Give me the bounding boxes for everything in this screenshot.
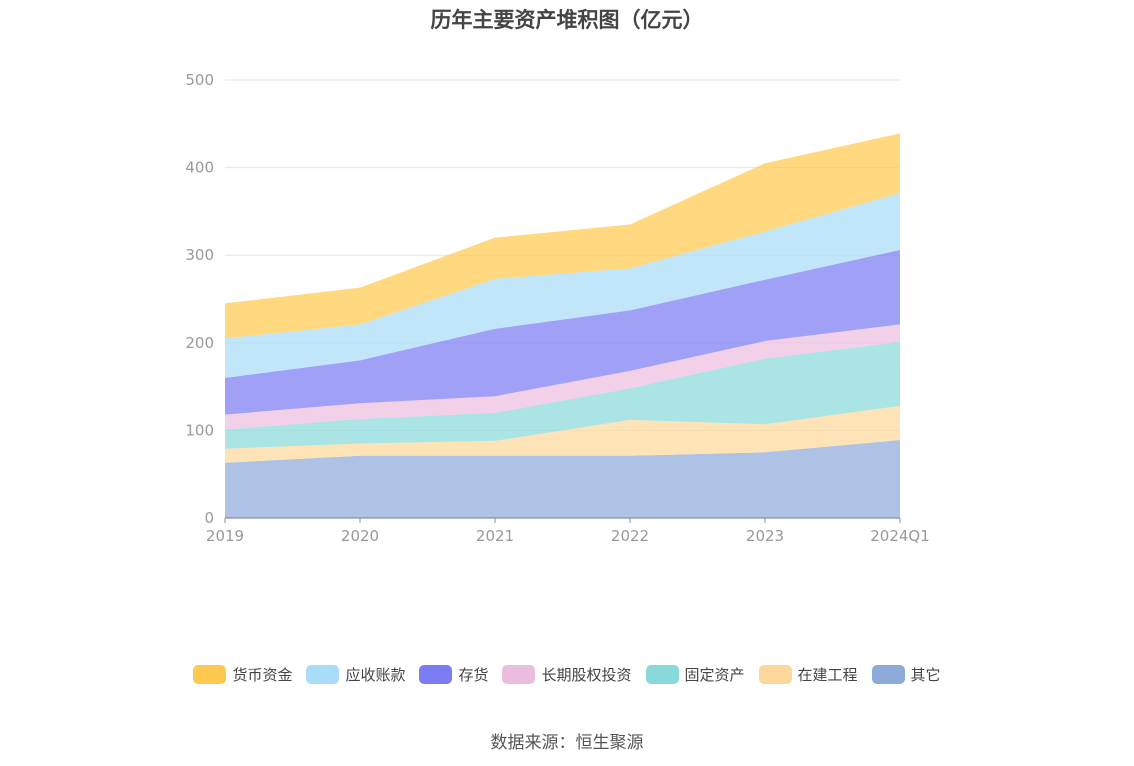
area-series [225,133,900,518]
legend-swatch [419,665,453,684]
area-series-1 [225,405,900,463]
legend-item[interactable]: 在建工程 [758,664,858,685]
legend-item[interactable]: 应收账款 [306,664,405,685]
legend-label: 货币资金 [232,666,293,684]
y-tick-label: 100 [185,421,214,439]
x-tick-label: 2020 [341,527,379,545]
legend-swatch [758,665,792,684]
y-tick-label: 500 [185,71,214,89]
legend-item[interactable]: 存货 [419,664,488,685]
legend-swatch [502,665,536,684]
chart-title: 历年主要资产堆积图（亿元） [430,8,704,32]
y-tick-label: 300 [185,246,214,264]
legend-label: 在建工程 [797,666,858,684]
legend-swatch [193,665,227,684]
legend-label: 固定资产 [684,666,745,684]
legend-label: 应收账款 [345,666,406,684]
legend-item[interactable]: 长期股权投资 [502,664,632,685]
legend-item[interactable]: 其它 [871,664,941,685]
legend-swatch [871,665,905,684]
x-tick-label: 2021 [476,527,514,545]
area-series-4 [225,249,900,415]
legend-label: 其它 [910,666,941,684]
area-series-2 [225,341,900,449]
legend-swatch [645,665,679,684]
x-tick-label: 2023 [746,527,784,545]
area-series-0 [225,440,900,518]
legend-label: 存货 [458,666,489,684]
area-series-5 [225,193,900,378]
y-tick-label: 200 [185,334,214,352]
x-tick-label: 2019 [206,527,244,545]
legend: 货币资金 应收账款 存货 长期股权投资 固定资产 在建工程 其它 [0,664,1134,685]
area-series-6 [225,133,900,339]
legend-item[interactable]: 货币资金 [193,664,292,685]
legend-swatch [306,665,340,684]
data-source-note: 数据来源：恒生聚源 [490,733,644,753]
axes: 0 100 200 300 400 500 2019 2020 2021 2022 2023 2024… [185,71,929,545]
x-tick-label: 2024Q1 [870,527,930,545]
area-series-3 [225,324,900,430]
y-tick-label: 0 [204,509,214,527]
x-tick-label: 2022 [611,527,649,545]
y-tick-label: 400 [185,159,214,177]
legend-item[interactable]: 固定资产 [645,664,745,685]
legend-label: 长期股权投资 [541,666,632,684]
